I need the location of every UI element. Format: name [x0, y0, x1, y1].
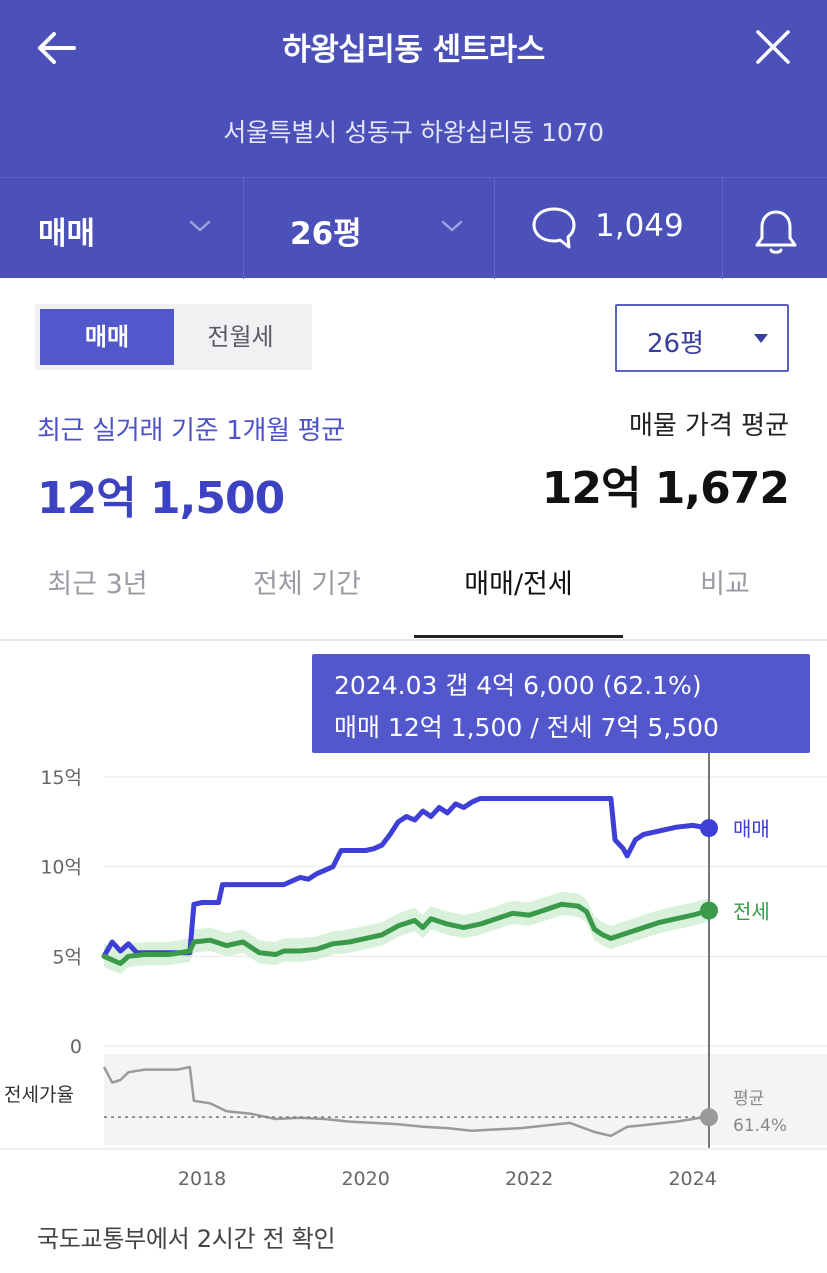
size-dropdown[interactable]: 26평: [244, 178, 494, 279]
chart-tooltip: 2024.03 갭 4억 6,000 (62.1%) 매매 12억 1,500 …: [312, 654, 810, 753]
listing-average-label: 매물 가격 평균: [628, 411, 789, 441]
size-label: 26평: [290, 216, 362, 252]
bell-icon: [755, 210, 797, 254]
chevron-down-icon: [189, 220, 211, 232]
jeonse-end-marker: [700, 901, 718, 920]
tab-sale-rent[interactable]: 매매/전세: [464, 569, 573, 600]
sale-end-marker: [700, 819, 718, 838]
comment-count: 1,049: [595, 208, 684, 244]
jeonse-price-line: [101, 901, 712, 966]
ratio-average-value: 61.4%: [733, 1116, 787, 1136]
recent-average-label: 최근 실거래 기준 1개월 평균: [37, 416, 345, 446]
filter-bar: 매매 26평 1,049: [0, 177, 827, 279]
jeonse-range-band: [104, 891, 709, 975]
jeonse-series-label: 전세: [733, 900, 770, 924]
chevron-down-icon: [441, 220, 463, 232]
sale-price-line: [101, 796, 712, 959]
caret-down-icon: [754, 334, 768, 343]
address-text: 서울특별시 성동구 하왕십리동 1070: [223, 118, 604, 147]
close-button[interactable]: [750, 26, 796, 70]
tooltip-price-line: 매매 12억 1,500 / 전세 7억 5,500: [334, 713, 719, 742]
x-tick-label: 2024: [668, 1168, 716, 1190]
size-select-value: 26평: [647, 329, 705, 359]
ratio-average-label: 평균: [733, 1089, 764, 1109]
active-tab-indicator: [414, 635, 623, 638]
app-header: 하왕십리동 센트라스 서울특별시 성동구 하왕십리동 1070 매매 26평 1…: [0, 0, 827, 279]
x-tick-label: 2018: [178, 1168, 226, 1190]
period-tabs: 최근 3년 전체 기간 매매/전세 비교: [0, 545, 827, 641]
y-tick-label: 0: [70, 1036, 82, 1058]
filter-divider: [722, 178, 723, 279]
y-tick-label: 5억: [52, 946, 82, 968]
recent-average-value: 12억 1,500: [37, 473, 285, 524]
sale-series-label: 매매: [733, 817, 770, 841]
comments-button[interactable]: 1,049: [495, 178, 722, 279]
size-select[interactable]: 26평: [615, 304, 789, 372]
trade-type-toggle: 매매 전월세: [35, 304, 312, 370]
y-tick-label: 15억: [40, 767, 82, 789]
ratio-label: 전세가율: [4, 1084, 74, 1106]
toggle-sale[interactable]: 매매: [40, 309, 174, 365]
alert-button[interactable]: [723, 178, 827, 279]
tab-recent-3y[interactable]: 최근 3년: [47, 569, 148, 600]
jeonse-ratio-line: [102, 1065, 710, 1138]
toggle-rent[interactable]: 전월세: [207, 323, 274, 351]
filter-divider: [243, 178, 244, 279]
ratio-end-marker: [700, 1108, 718, 1127]
x-tick-label: 2020: [341, 1168, 389, 1190]
tab-all-period[interactable]: 전체 기간: [253, 569, 361, 600]
tooltip-gap-line: 2024.03 갭 4억 6,000 (62.1%): [334, 671, 702, 700]
tab-compare[interactable]: 비교: [700, 569, 750, 600]
filter-divider: [494, 178, 495, 279]
close-icon: [756, 30, 790, 64]
back-button[interactable]: [30, 26, 82, 70]
ratio-panel-bg: [104, 1054, 827, 1145]
y-tick-label: 10억: [40, 857, 82, 879]
trade-type-dropdown[interactable]: 매매: [0, 178, 243, 279]
data-source-note: 국도교통부에서 2시간 전 확인: [37, 1225, 336, 1253]
x-tick-label: 2022: [505, 1168, 553, 1190]
speech-bubble-icon: [532, 207, 576, 249]
page-title: 하왕십리동 센트라스: [282, 32, 545, 68]
arrow-left-icon: [38, 32, 76, 64]
trade-type-label: 매매: [38, 216, 96, 252]
listing-average-value: 12억 1,672: [541, 463, 790, 514]
